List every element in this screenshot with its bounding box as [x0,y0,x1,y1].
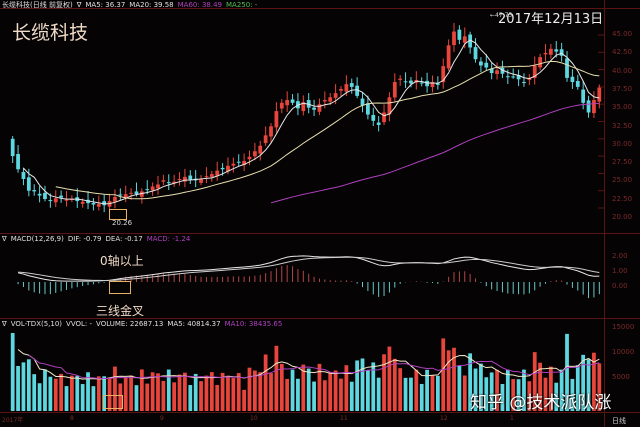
ma20-value: MA20: 39.58 [129,1,174,9]
x-tick: 8 [70,415,74,422]
annotation-three-line-golden-cross: 三线金叉 [96,304,145,318]
vol-y-tick: 15000 [612,323,635,331]
price-y-tick: 40.00 [612,66,633,75]
low-price-label: 20.26 [112,219,133,227]
macd-value: MACD: -1.24 [146,235,191,243]
ma5-value: MA5: 36.37 [85,1,126,9]
macd-y-tick: 0.00 [612,282,628,290]
x-tick: 12 [440,415,448,422]
macd-annotation-box [109,281,131,294]
date-title: 2017年12月13日 [498,12,604,27]
volume-annotation-box [103,395,123,409]
price-y-tick: 25.00 [612,176,633,185]
period-label[interactable]: 日线 [612,417,626,425]
price-pane-header: 长缆科技(日线 前复权) ∇ MA5: 36.37 MA20: 39.58 MA60: … [2,0,261,10]
price-y-tick: 32.50 [612,121,633,130]
x-tick: 1 [510,415,514,422]
macd-y-tick: 2.00 [612,252,628,260]
price-y-tick: 22.50 [612,194,633,203]
volume-value: VOLUME: 22687.13 [96,320,164,328]
x-axis-border [0,412,640,413]
vol-toggle-icon[interactable]: ∇ [2,320,7,328]
watermark: 知乎 @技术派队涨 [470,393,612,413]
vol-y-tick: 5000 [612,373,630,381]
y-axis-divider [604,0,605,427]
stock-title: 长缆科技 [12,22,89,44]
stock-name-label: 长缆科技(日线 前复权) [2,1,73,9]
price-pane-top-border [0,8,640,9]
price-y-tick: 37.50 [612,84,633,93]
x-tick: 9 [160,415,164,422]
macd-pane-header: ∇ MACD(12,26,9) DIF: -0.79 DEA: -0.17 MACD: … [2,235,194,243]
ma250-value: MA250: - [226,1,258,9]
macd-name-label: MACD(12,26,9) [10,235,64,243]
price-y-tick: 30.00 [612,139,633,148]
x-tick: 10 [250,415,258,422]
price-y-tick: 45.00 [612,30,633,38]
dea-value: DEA: -0.17 [105,235,143,243]
macd-toggle-icon[interactable]: ∇ [2,235,7,243]
vol-name-label: VOL-TDX(5,10) [10,320,63,328]
volume-pane-header: ∇ VOL-TDX(5,10) VVOL: - VOLUME: 22687.13 MA5… [2,320,286,328]
volume-pane-top-border [0,318,640,319]
x-tick: 2017年 [2,417,24,424]
macd-y-tick: 1.00 [612,267,628,275]
indicator-toggle-icon[interactable]: ∇ [76,1,82,9]
vvol-value: VVOL: - [66,320,93,328]
price-y-tick: 20.00 [612,213,633,221]
vol-y-tick: 10000 [612,348,635,356]
macd-pane-top-border [0,233,640,234]
vol-ma10-value: MA10: 38435.65 [224,320,283,328]
vol-ma5-value: MA5: 40814.37 [167,320,221,328]
x-tick: 11 [340,415,348,422]
ma60-value: MA60: 38.49 [177,1,222,9]
price-annotation-box [109,209,127,220]
annotation-zero-axis-above: 0轴以上 [100,254,144,268]
price-y-tick: 35.00 [612,103,633,112]
price-y-tick: 42.50 [612,48,633,57]
price-y-tick: 27.50 [612,158,633,167]
peak-price-label: ←47.75 [490,12,513,19]
dif-value: DIF: -0.79 [67,235,102,243]
